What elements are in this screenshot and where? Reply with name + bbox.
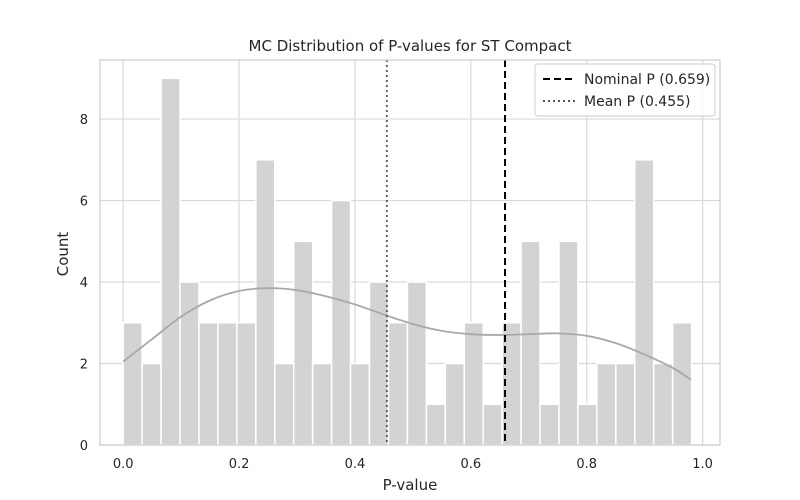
histogram-bar xyxy=(652,362,674,446)
histogram-bar xyxy=(122,322,143,446)
plot-frame xyxy=(99,59,721,446)
x-tick-label: 0.8 xyxy=(576,457,597,472)
y-tick-label: 0 xyxy=(80,439,88,454)
y-tick-label: 8 xyxy=(80,113,88,128)
histogram-bar xyxy=(425,403,447,446)
histogram-bar xyxy=(444,362,465,446)
histogram-bar xyxy=(368,281,390,446)
y-tick-label: 4 xyxy=(80,276,88,291)
histogram-bar xyxy=(217,322,238,446)
histogram-bar xyxy=(615,362,636,446)
x-tick-label: 1.0 xyxy=(692,457,713,472)
legend-mean-label: Mean P (0.455) xyxy=(584,94,691,110)
y-axis-label: Count xyxy=(54,232,72,277)
x-tick-label: 0.6 xyxy=(460,457,481,472)
histogram-bar xyxy=(406,281,428,446)
histogram-bar xyxy=(463,322,484,446)
histogram-bar xyxy=(160,77,181,446)
histogram-bar xyxy=(292,240,314,446)
histogram-bar xyxy=(198,322,219,446)
histogram-bar xyxy=(482,403,503,446)
histogram-bar xyxy=(330,199,352,446)
histogram-bar xyxy=(520,240,541,446)
kde-layer xyxy=(122,287,692,381)
histogram-bar xyxy=(539,403,560,446)
histogram-bar xyxy=(596,362,617,446)
kde-curve xyxy=(122,287,692,381)
y-tick-labels: 0 2 4 6 8 xyxy=(80,113,88,454)
legend: Nominal P (0.659) Mean P (0.455) xyxy=(534,63,716,117)
histogram-bar xyxy=(577,403,598,446)
y-tick-label: 2 xyxy=(80,358,88,373)
x-tick-label: 0.0 xyxy=(113,457,134,472)
x-tick-labels: 0.0 0.2 0.4 0.6 0.8 1.0 xyxy=(113,457,713,472)
histogram-bar xyxy=(236,322,257,446)
y-tick-label: 6 xyxy=(80,195,88,210)
histogram-bar xyxy=(387,322,409,446)
reference-lines xyxy=(385,60,507,445)
histogram-bar xyxy=(671,322,693,446)
histogram-bar xyxy=(311,362,333,446)
histogram-bar xyxy=(558,240,579,446)
histogram-bar xyxy=(634,159,655,446)
histogram-bar xyxy=(255,159,276,446)
x-tick-label: 0.4 xyxy=(345,457,366,472)
histogram-bar xyxy=(349,362,371,446)
legend-nominal-label: Nominal P (0.659) xyxy=(584,72,710,88)
histogram-bar xyxy=(141,362,162,446)
legend-box xyxy=(534,63,716,117)
histogram-bar xyxy=(274,362,295,446)
chart-title: MC Distribution of P-values for ST Compa… xyxy=(249,37,572,55)
x-axis-label: P-value xyxy=(383,476,438,494)
x-tick-label: 0.2 xyxy=(229,457,250,472)
